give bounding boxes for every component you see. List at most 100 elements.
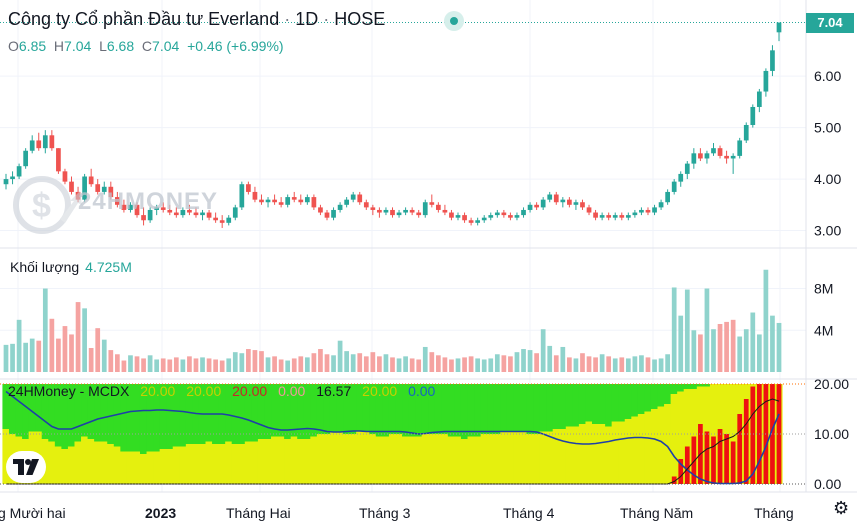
candle-body [462,215,467,221]
mcdx-yellow-bar [428,434,436,484]
mcdx-tick-label: 0.00 [814,476,841,492]
candle-body [108,186,114,198]
close-value: 7.04 [152,38,180,54]
volume-bar [304,357,310,372]
ohlc-legend: O6.85 H7.04 L6.68 C7.04 +0.46 (+6.99%) [8,38,284,54]
candle-body [658,202,664,208]
volume-bar [403,356,408,372]
price-tick-label: 3.00 [814,223,841,239]
mcdx-green-bar [133,384,141,452]
mcdx-yellow-bar [87,439,95,484]
candle-body [684,163,690,174]
candle-body [239,184,245,208]
exchange-label: HOSE [334,9,386,29]
volume-bar [717,324,723,372]
mcdx-green-bar [395,384,403,434]
mcdx-yellow-bar [598,424,606,484]
mcdx-red-bar [704,431,710,484]
candle-body [527,204,533,210]
mcdx-yellow-bar [709,384,718,484]
indicator-name[interactable]: 24HMoney - MCDX [8,383,130,399]
mcdx-green-bar [552,384,560,429]
volume-bar [553,355,559,372]
candle-body [409,209,415,213]
candle-body [396,212,402,216]
time-tick-label: Tháng 3 [359,505,411,521]
volume-bar [141,358,146,372]
mcdx-yellow-bar [179,446,187,484]
mcdx-green-bar [480,384,488,434]
mcdx-yellow-bar [506,431,514,484]
volume-bar [409,358,415,372]
mcdx-tick-label: 20.00 [814,376,849,392]
mcdx-green-bar [172,384,180,447]
candle-body [311,197,317,208]
volume-bar [23,342,29,372]
mcdx-yellow-bar [572,426,580,484]
mcdx-green-bar [185,384,193,444]
candle-body [95,184,101,192]
mcdx-yellow-bar [402,436,410,484]
candle-body [599,215,605,218]
mcdx-yellow-bar [565,426,573,484]
mcdx-yellow-bar [493,434,501,484]
volume-bar [193,358,199,372]
mcdx-green-bar [546,384,554,432]
mcdx-yellow-bar [664,404,672,484]
mcdx-yellow-bar [198,444,207,484]
mcdx-yellow-bar [94,441,102,484]
candle-body [324,212,330,218]
volume-bar [763,269,769,372]
volume-bar [29,338,35,372]
svg-text:$: $ [32,187,51,225]
volume-bar [49,318,55,372]
mcdx-green-bar [251,384,259,442]
mcdx-yellow-bar [552,429,560,484]
gear-icon[interactable]: ⚙ [833,498,850,518]
mcdx-green-bar [126,384,135,452]
volume-bar [200,357,205,372]
volume-bar [422,346,428,372]
mcdx-yellow-bar [231,444,239,484]
tradingview-logo-icon[interactable] [6,451,46,483]
volume-bar [586,356,592,372]
candle-body [226,217,232,223]
candle-body [547,194,553,200]
volume-bar [246,349,251,372]
candle-body [23,150,29,167]
mcdx-yellow-bar [264,439,272,484]
mcdx-yellow-bar [487,434,495,484]
volume-bar [639,355,644,372]
volume-bar [167,359,173,372]
mcdx-green-bar [244,384,252,442]
mcdx-yellow-bar [657,406,665,484]
time-tick-label: 2023 [145,505,176,521]
interval-label[interactable]: 1D [295,9,319,29]
mcdx-yellow-bar [447,436,456,484]
mcdx-yellow-bar [290,436,298,484]
volume-bar [115,354,120,372]
mcdx-green-bar [657,384,665,407]
mcdx-green-bar [349,384,357,434]
candle-body [147,209,153,221]
candle-body [488,215,494,218]
volume-bar [730,319,736,372]
volume-bar [671,287,677,372]
candle-body [36,140,42,149]
volume-bar [278,359,284,372]
time-tick-label: Tháng 4 [503,505,555,521]
candle-body [553,194,559,203]
mcdx-yellow-bar [133,451,141,484]
mcdx-yellow-bar [225,441,233,484]
mcdx-green-bar [120,384,128,452]
candle-body [167,209,173,213]
volume-bar [36,340,42,372]
candle-body [370,207,376,210]
mcdx-yellow-bar [284,439,292,484]
mcdx-green-bar [15,384,23,437]
indicator-value-7: 0.00 [408,383,436,399]
volume-bar [350,354,356,372]
volume-bar [632,356,638,372]
volume-bar [344,351,350,372]
